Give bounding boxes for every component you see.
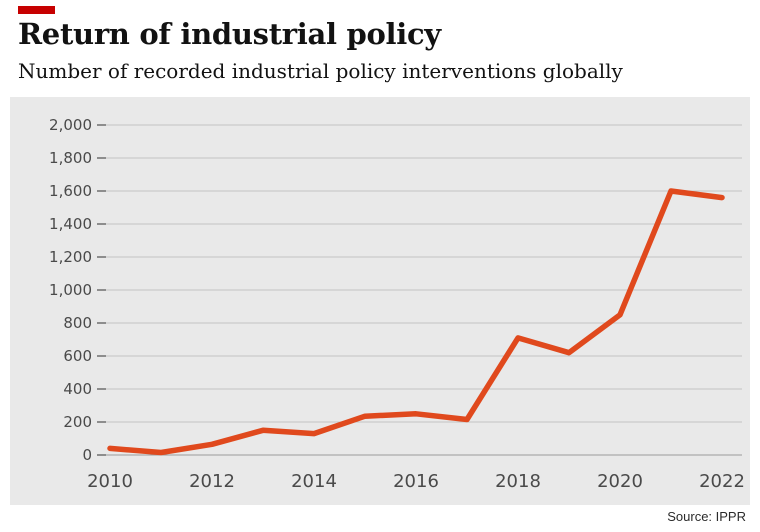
svg-text:400: 400: [63, 380, 92, 398]
chart-title: Return of industrial policy: [18, 17, 441, 51]
svg-text:1,200: 1,200: [49, 248, 92, 266]
svg-text:2018: 2018: [495, 471, 541, 492]
svg-text:1,600: 1,600: [49, 182, 92, 200]
svg-text:1,800: 1,800: [49, 149, 92, 167]
svg-text:2,000: 2,000: [49, 116, 92, 134]
svg-text:2012: 2012: [189, 471, 235, 492]
svg-text:2016: 2016: [393, 471, 439, 492]
chart-subtitle: Number of recorded industrial policy int…: [18, 59, 623, 83]
svg-text:600: 600: [63, 347, 92, 365]
svg-text:0: 0: [82, 446, 92, 464]
svg-text:800: 800: [63, 314, 92, 332]
svg-text:1,000: 1,000: [49, 281, 92, 299]
svg-text:2010: 2010: [87, 471, 133, 492]
line-chart-panel: 0 200 400 600 800 1,000 1,200 1,400 1,600 1,800 2,…: [10, 97, 750, 505]
line-chart: 0 200 400 600 800 1,000 1,200 1,400 1,600 1,800 2,…: [49, 116, 745, 492]
brand-accent-bar: [18, 6, 55, 14]
svg-text:2014: 2014: [291, 471, 337, 492]
svg-text:2022: 2022: [699, 471, 745, 492]
svg-text:2020: 2020: [597, 471, 643, 492]
svg-text:1,400: 1,400: [49, 215, 92, 233]
svg-text:200: 200: [63, 413, 92, 431]
source-attribution: Source: IPPR: [667, 509, 746, 524]
